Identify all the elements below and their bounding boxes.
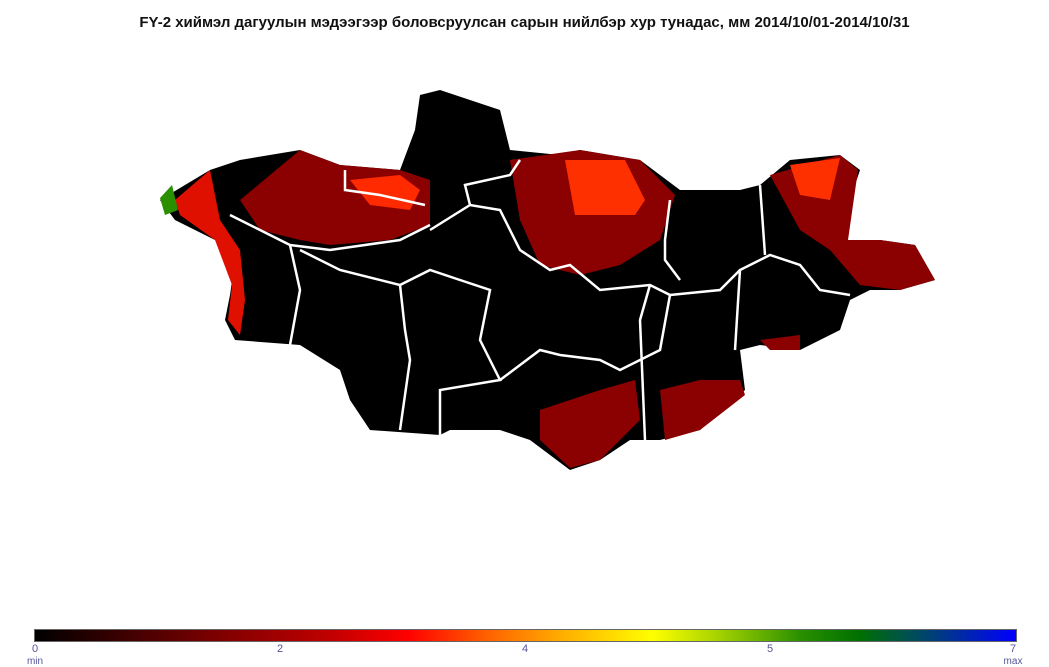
colorbar-min-label: min <box>26 656 44 667</box>
precipitation-patches <box>160 150 935 468</box>
colorbar-tick: 7 <box>1009 643 1017 655</box>
colorbar-tick: 4 <box>521 643 529 655</box>
patch-northwest <box>240 150 430 245</box>
colorbar-tick: 0 <box>31 643 39 655</box>
patch-green <box>160 185 178 215</box>
colorbar <box>34 629 1017 642</box>
patch-south <box>540 380 640 468</box>
precipitation-map <box>160 90 935 470</box>
patch-east-south <box>760 335 800 350</box>
patch-west-edge <box>175 170 245 335</box>
patch-east-bright <box>790 158 840 200</box>
patch-southeast <box>660 380 745 440</box>
patch-north-central-bright <box>565 160 645 215</box>
colorbar-max-label: max <box>1003 656 1023 667</box>
province-boundaries <box>229 159 851 441</box>
map-title: FY-2 хиймэл дагуулын мэдээгээр боловсруу… <box>139 14 910 31</box>
colorbar-tick: 2 <box>276 643 284 655</box>
colorbar-tick: 5 <box>766 643 774 655</box>
